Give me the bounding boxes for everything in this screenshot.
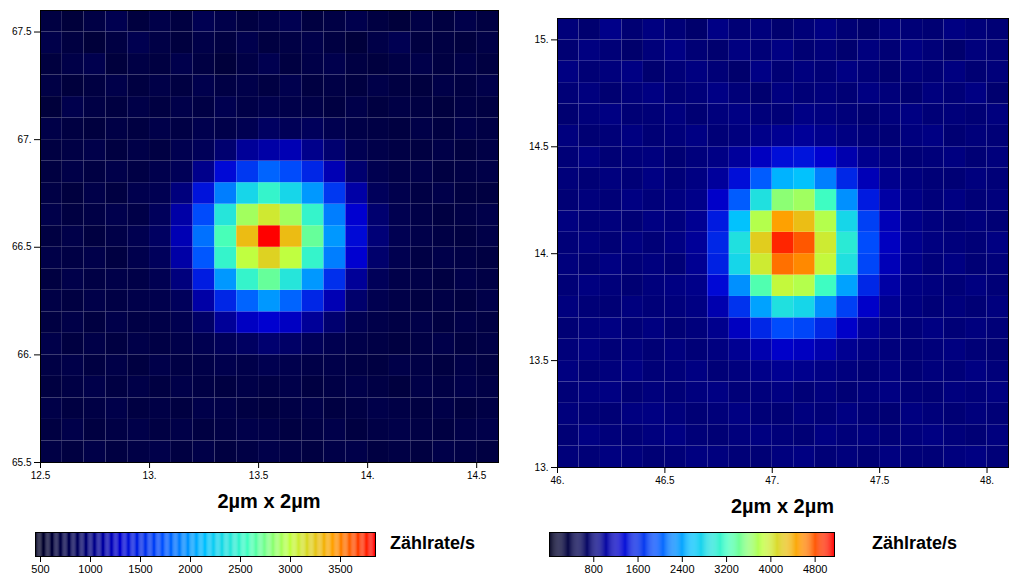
svg-text:3000: 3000 bbox=[278, 563, 302, 574]
svg-text:47.5: 47.5 bbox=[870, 475, 890, 486]
svg-text:66.: 66. bbox=[18, 349, 32, 360]
svg-text:48.: 48. bbox=[980, 475, 994, 486]
svg-text:15.: 15. bbox=[535, 34, 549, 45]
svg-text:46.5: 46.5 bbox=[655, 475, 675, 486]
svg-text:67.5: 67.5 bbox=[12, 26, 32, 37]
svg-text:13.5: 13.5 bbox=[249, 470, 269, 481]
svg-text:67.: 67. bbox=[18, 134, 32, 145]
svg-text:4800: 4800 bbox=[803, 563, 827, 574]
svg-text:14.: 14. bbox=[535, 248, 549, 259]
svg-text:3200: 3200 bbox=[714, 563, 738, 574]
svg-text:1600: 1600 bbox=[626, 563, 650, 574]
html-text:Zählrate/s: Zählrate/s bbox=[390, 533, 475, 553]
html-text:2µm x 2µm: 2µm x 2µm bbox=[730, 495, 834, 517]
svg-text:13.5: 13.5 bbox=[529, 355, 549, 366]
html-text:Zählrate/s: Zählrate/s bbox=[872, 533, 957, 553]
svg-text:12.5: 12.5 bbox=[31, 470, 51, 481]
svg-text:65.5: 65.5 bbox=[12, 457, 32, 468]
svg-text:46.: 46. bbox=[551, 475, 565, 486]
svg-text:800: 800 bbox=[585, 563, 603, 574]
svg-text:500: 500 bbox=[31, 563, 49, 574]
svg-text:2000: 2000 bbox=[178, 563, 202, 574]
svg-text:4000: 4000 bbox=[759, 563, 783, 574]
svg-text:14.5: 14.5 bbox=[529, 141, 549, 152]
svg-text:1000: 1000 bbox=[78, 563, 102, 574]
svg-text:13.: 13. bbox=[535, 462, 549, 473]
svg-text:3500: 3500 bbox=[328, 563, 352, 574]
svg-text:47.: 47. bbox=[765, 475, 779, 486]
html-text:2µm x 2µm: 2µm x 2µm bbox=[217, 490, 321, 512]
svg-text:1500: 1500 bbox=[128, 563, 152, 574]
svg-text:66.5: 66.5 bbox=[12, 241, 32, 252]
svg-text:13.: 13. bbox=[143, 470, 157, 481]
svg-text:14.5: 14.5 bbox=[467, 470, 487, 481]
svg-text:2500: 2500 bbox=[228, 563, 252, 574]
svg-text:2400: 2400 bbox=[670, 563, 694, 574]
svg-text:14.: 14. bbox=[361, 470, 375, 481]
